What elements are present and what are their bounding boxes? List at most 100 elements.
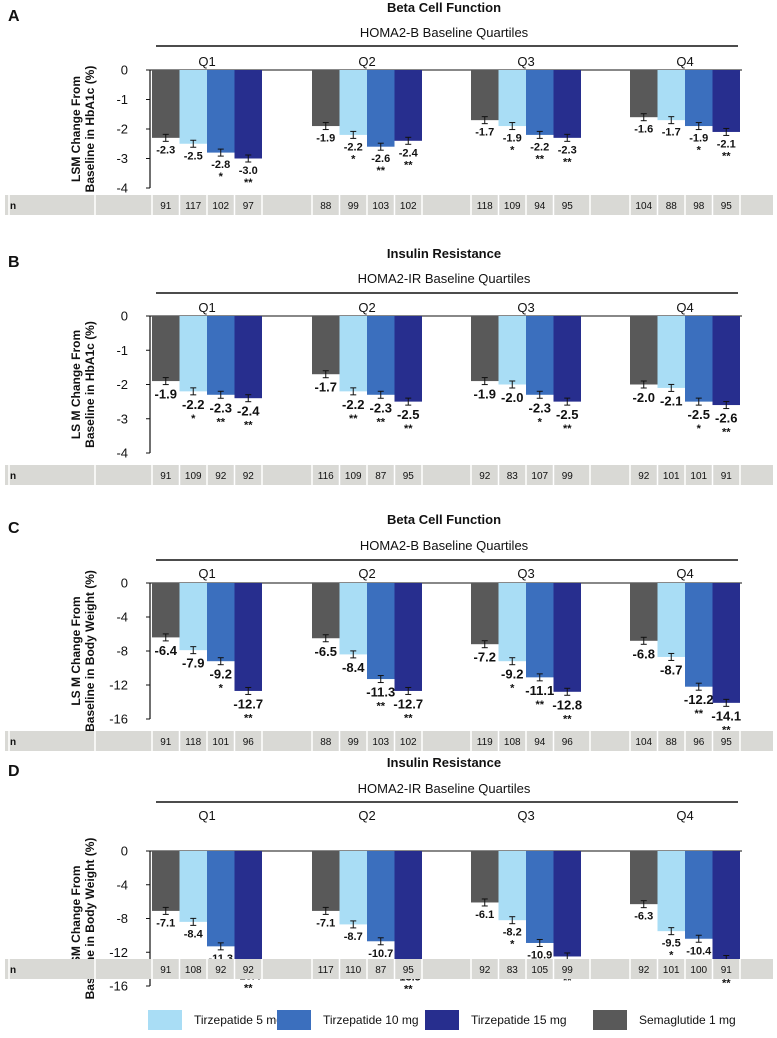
data-label: -6.4 bbox=[155, 643, 178, 658]
quartile-label: Q4 bbox=[676, 808, 693, 823]
n-value: 109 bbox=[345, 471, 362, 482]
significance-marker: ** bbox=[722, 724, 731, 736]
bar bbox=[553, 316, 581, 402]
y-tick-label: -2 bbox=[116, 377, 128, 392]
quartile-label: Q4 bbox=[676, 566, 693, 581]
n-row-label: n bbox=[10, 737, 16, 748]
y-tick-label: -2 bbox=[116, 122, 128, 137]
n-value: 91 bbox=[721, 471, 733, 482]
bar bbox=[685, 583, 713, 687]
n-row-label: n bbox=[10, 965, 16, 976]
data-label: -1.9 bbox=[474, 387, 496, 402]
n-value: 110 bbox=[345, 965, 361, 976]
significance-marker: * bbox=[510, 683, 515, 695]
y-axis-label-line: LS M Change From bbox=[69, 596, 83, 705]
n-value: 117 bbox=[318, 965, 334, 976]
y-tick-label: -16 bbox=[109, 979, 128, 994]
quartile-label: Q2 bbox=[358, 300, 375, 315]
n-value: 103 bbox=[372, 737, 389, 748]
panel-a: A Beta Cell Function HOMA2-B Baseline Quar… bbox=[5, 0, 773, 215]
legend-swatch bbox=[425, 1010, 459, 1030]
n-value: 109 bbox=[504, 201, 521, 212]
significance-marker: ** bbox=[563, 156, 572, 168]
n-value: 116 bbox=[318, 471, 334, 482]
n-value: 107 bbox=[531, 471, 548, 482]
data-label: -8.4 bbox=[184, 928, 204, 940]
bar bbox=[152, 316, 180, 382]
y-axis-label: LS M Change FromBaseline in Body Weight … bbox=[69, 570, 97, 732]
bar bbox=[179, 70, 207, 144]
n-value: 92 bbox=[243, 471, 255, 482]
bar bbox=[207, 316, 235, 395]
data-label: -2.6 bbox=[715, 411, 737, 426]
panel-letter: C bbox=[8, 520, 20, 537]
bar bbox=[553, 70, 581, 138]
significance-marker: ** bbox=[563, 423, 572, 435]
significance-marker: * bbox=[219, 683, 224, 695]
n-value: 94 bbox=[534, 201, 546, 212]
n-row-label: n bbox=[10, 471, 16, 482]
significance-marker: ** bbox=[404, 423, 413, 435]
bar bbox=[498, 70, 526, 127]
y-tick-label: -12 bbox=[109, 678, 128, 693]
bar bbox=[312, 316, 340, 375]
y-axis-label: LS M Change FromBaseline in HbA1c (%) bbox=[69, 321, 97, 448]
significance-marker: ** bbox=[244, 983, 253, 995]
n-value: 91 bbox=[160, 965, 172, 976]
y-tick-label: -4 bbox=[116, 181, 128, 196]
n-value: 88 bbox=[320, 201, 332, 212]
data-label: -2.4 bbox=[399, 147, 419, 159]
bar bbox=[630, 851, 658, 905]
bar bbox=[312, 70, 340, 127]
bar bbox=[553, 583, 581, 692]
bar bbox=[498, 316, 526, 385]
significance-marker: * bbox=[538, 416, 543, 428]
n-value: 95 bbox=[721, 201, 733, 212]
significance-marker: ** bbox=[563, 975, 572, 987]
n-value: 104 bbox=[635, 737, 652, 748]
significance-marker: * bbox=[697, 423, 702, 435]
legend-label: Tirzepatide 10 mg bbox=[323, 1013, 419, 1027]
data-label: -2.4 bbox=[237, 404, 260, 419]
bar bbox=[630, 70, 658, 118]
significance-marker: ** bbox=[694, 708, 703, 720]
panel-b: B Insulin Resistance HOMA2-IR Baseline Qua… bbox=[5, 246, 773, 485]
panel-letter: D bbox=[8, 763, 20, 780]
significance-marker: ** bbox=[535, 153, 544, 165]
n-table-background bbox=[5, 959, 773, 979]
significance-marker: ** bbox=[216, 416, 225, 428]
bar bbox=[657, 316, 685, 388]
bar bbox=[234, 70, 262, 159]
n-value: 99 bbox=[348, 201, 360, 212]
data-label: -2.2 bbox=[344, 141, 363, 153]
data-label: -2.3 bbox=[370, 400, 392, 415]
bar bbox=[712, 583, 740, 703]
y-tick-label: -3 bbox=[116, 151, 128, 166]
n-table: n 91 109 92 92 116 109 87 95 92 83 107 99 92 101 101 91 bbox=[5, 465, 773, 485]
y-tick-label: -4 bbox=[116, 446, 128, 461]
significance-marker: ** bbox=[404, 159, 413, 171]
bar bbox=[394, 70, 422, 141]
legend-label: Tirzepatide 15 mg bbox=[471, 1013, 567, 1027]
data-label: -1.7 bbox=[315, 380, 337, 395]
panel-d: D Insulin Resistance HOMA2-IR Baseline Qua… bbox=[5, 755, 773, 999]
y-axis-label-line: LS M Change From bbox=[69, 330, 83, 439]
bar bbox=[207, 583, 235, 662]
significance-marker: ** bbox=[722, 150, 731, 162]
n-value: 96 bbox=[243, 737, 255, 748]
data-label: -2.0 bbox=[501, 390, 523, 405]
quartile-label: Q2 bbox=[358, 808, 375, 823]
legend-swatch bbox=[593, 1010, 627, 1030]
n-value: 98 bbox=[693, 201, 705, 212]
bar bbox=[394, 583, 422, 691]
bar bbox=[394, 316, 422, 402]
significance-marker: ** bbox=[244, 420, 253, 432]
bar bbox=[712, 851, 740, 959]
bar bbox=[498, 851, 526, 921]
y-tick-label: -1 bbox=[116, 92, 128, 107]
data-label: -12.7 bbox=[233, 696, 263, 711]
n-value: 96 bbox=[562, 737, 574, 748]
y-tick-label: 0 bbox=[121, 309, 128, 324]
bar bbox=[526, 583, 554, 678]
